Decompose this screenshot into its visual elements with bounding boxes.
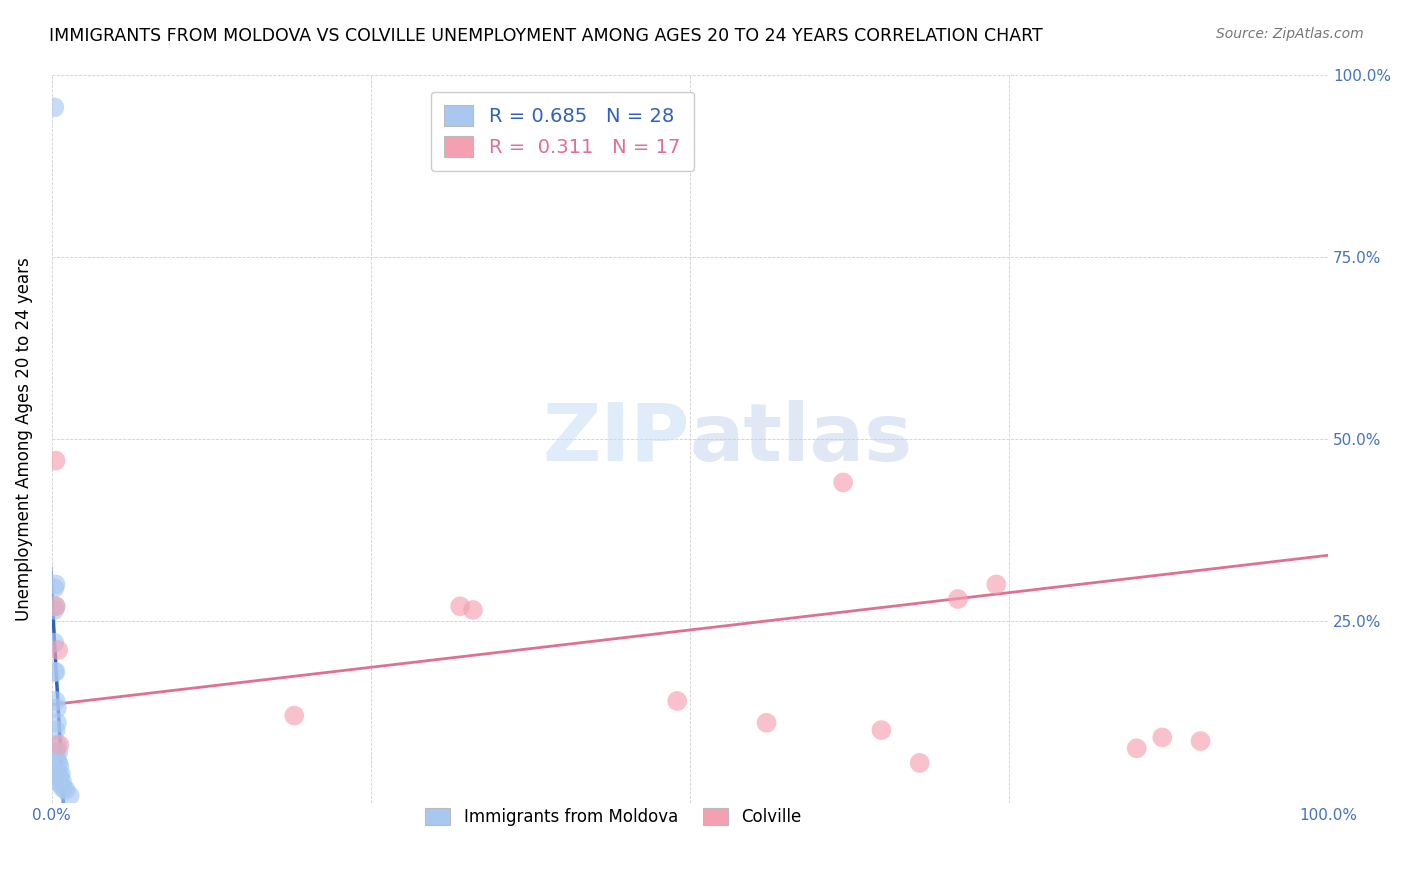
Point [44, 581, 66, 595]
Point [1125, 741, 1147, 756]
Point [52, 781, 75, 796]
Point [946, 592, 969, 607]
Point [908, 756, 931, 770]
Point [45, 599, 67, 614]
Point [48, 771, 70, 785]
Point [1189, 734, 1212, 748]
Point [46, 745, 69, 759]
Point [44, 100, 66, 114]
Point [45, 752, 67, 766]
Point [48, 759, 70, 773]
Point [45, 694, 67, 708]
Point [49, 767, 72, 781]
Point [45, 577, 67, 591]
Point [51, 774, 73, 789]
Point [45, 723, 67, 738]
Point [55, 782, 77, 797]
Point [46, 756, 69, 770]
Point [449, 599, 471, 614]
Point [46, 774, 69, 789]
Point [666, 694, 689, 708]
Point [49, 778, 72, 792]
Text: IMMIGRANTS FROM MOLDOVA VS COLVILLE UNEMPLOYMENT AMONG AGES 20 TO 24 YEARS CORRE: IMMIGRANTS FROM MOLDOVA VS COLVILLE UNEM… [49, 27, 1043, 45]
Text: atlas: atlas [690, 400, 912, 478]
Point [45, 745, 67, 759]
Point [986, 577, 1008, 591]
Point [48, 738, 70, 752]
Point [832, 475, 855, 490]
Point [45, 738, 67, 752]
Point [46, 767, 69, 781]
Point [1152, 731, 1174, 745]
Point [45, 715, 67, 730]
Point [59, 789, 82, 803]
Point [45, 599, 67, 614]
Point [45, 767, 67, 781]
Point [44, 665, 66, 679]
Text: Source: ZipAtlas.com: Source: ZipAtlas.com [1216, 27, 1364, 41]
Legend: Immigrants from Moldova, Colville: Immigrants from Moldova, Colville [418, 800, 810, 835]
Point [755, 715, 778, 730]
Point [461, 603, 484, 617]
Point [870, 723, 893, 738]
Point [44, 603, 66, 617]
Text: ZIP: ZIP [543, 400, 690, 478]
Point [44, 636, 66, 650]
Point [46, 643, 69, 657]
Y-axis label: Unemployment Among Ages 20 to 24 years: Unemployment Among Ages 20 to 24 years [15, 257, 32, 621]
Point [45, 453, 67, 467]
Point [283, 708, 305, 723]
Point [45, 701, 67, 715]
Point [45, 665, 67, 679]
